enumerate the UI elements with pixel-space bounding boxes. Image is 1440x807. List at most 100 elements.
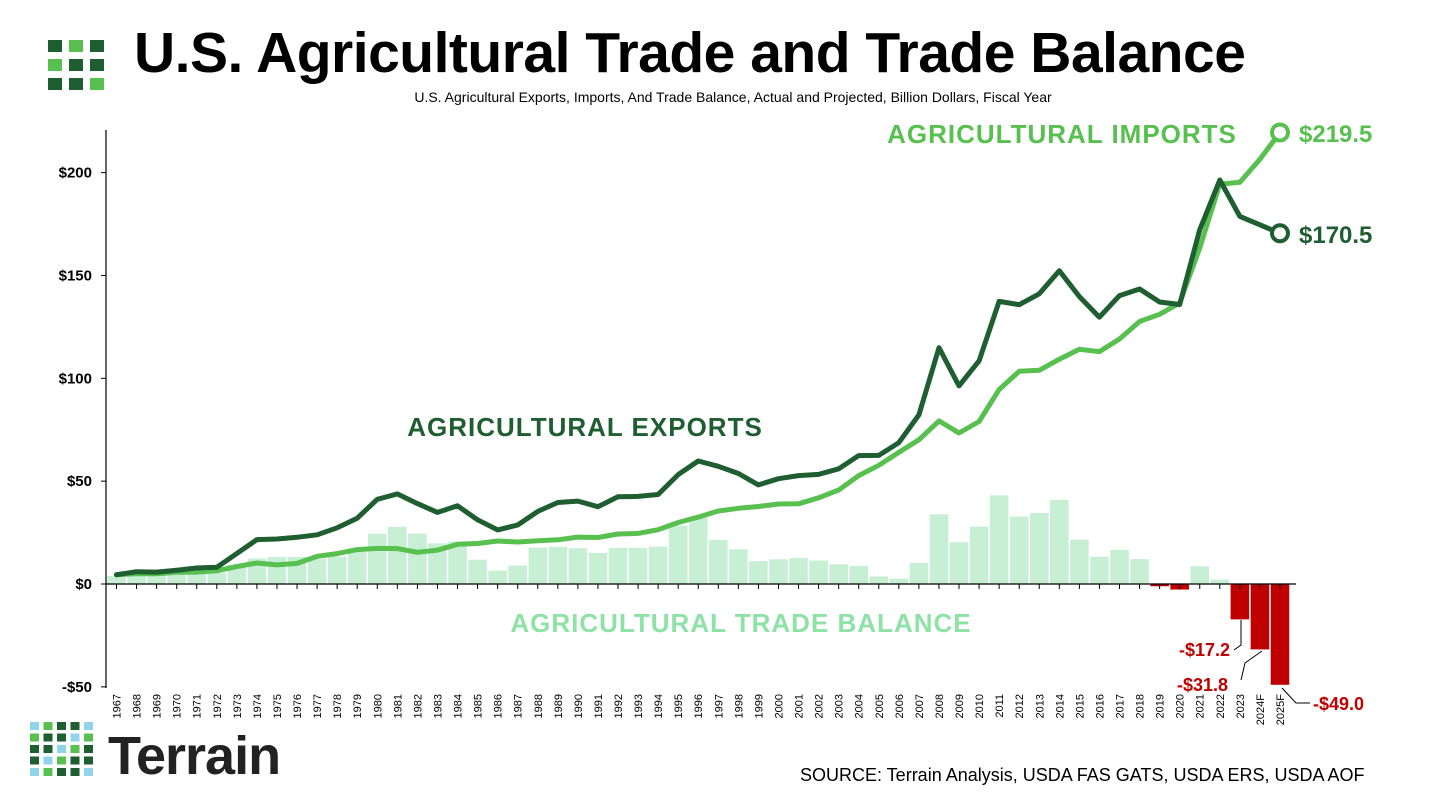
x-tick-label: 2020 [1175,694,1187,718]
x-tick-label: 2005 [874,694,886,718]
x-tick-label: 2011 [994,694,1006,718]
balance-bar-2025F [1270,584,1290,685]
logo-square [84,745,93,753]
logo-square [90,40,104,52]
logo-square [48,40,62,52]
x-tick-label: 2019 [1155,694,1167,718]
balance-bar-2002 [809,560,828,584]
logo-square [43,733,53,742]
logo-square [57,722,66,730]
balance-bar-1968 [127,575,146,584]
page-title: U.S. Agricultural Trade and Trade Balanc… [134,21,1246,85]
x-tick-label: 1970 [172,694,184,718]
balance-bar-2010 [969,526,989,584]
logo-square [84,756,93,765]
balance-bar-2009 [949,542,969,584]
balance-bar-2024F [1250,584,1270,650]
chart-axes [105,130,1296,688]
balance-bar-1983 [428,543,447,584]
logo-square [48,59,62,71]
balance-bar-1972 [207,572,227,584]
balance-bar-2007 [909,563,929,584]
x-tick-label: 1971 [192,694,204,718]
deficit-2025-leader [1281,687,1310,704]
logo-square [70,745,80,753]
balance-bar-1981 [388,526,407,584]
balance-bar-1997 [709,539,728,584]
balance-bar-1967 [107,575,126,584]
balance-bar-2004 [849,565,868,584]
deficit-2023-label: -$17.2 [1179,640,1230,660]
x-tick-label: 1981 [392,694,404,718]
balance-bar-2016 [1090,556,1109,584]
logo-square [69,78,83,90]
x-tick-label: 1994 [653,694,665,718]
x-tick-label: 1975 [272,694,284,718]
logo-square [84,733,93,742]
deficit-2024-leader [1240,650,1263,681]
balance-bar-2006 [889,578,909,584]
y-tick-label: $200 [59,165,92,182]
page-subtitle: U.S. Agricultural Exports, Imports, And … [414,89,1052,105]
logo-square [43,745,53,753]
balance-bar-1992 [608,548,628,584]
x-tick-label: 2025F [1275,694,1287,725]
x-tick-label: 2023 [1235,694,1247,718]
balance-bar-2003 [829,564,848,584]
x-tick-label: 1974 [252,694,264,718]
balance-bar-1984 [448,541,467,584]
balance-bar-1988 [528,547,548,584]
series-lines [114,122,1290,578]
logo-square [30,768,39,776]
balance-bar-2021 [1190,566,1210,584]
imports-line [114,130,1283,578]
x-tick-label: 1983 [433,694,445,718]
x-tick-label: 1991 [593,694,605,718]
balance-bar-1985 [468,559,487,584]
balance-bar-2005 [869,576,889,584]
x-tick-label: 2018 [1135,694,1147,718]
balance-bar-1982 [408,533,427,584]
exports-line [114,177,1283,578]
x-tick-label: 2007 [914,694,926,718]
x-tick-label: 2006 [894,694,906,718]
x-tick-label: 1985 [473,694,485,718]
logo-square [48,78,62,90]
x-tick-label: 1969 [152,694,164,718]
annotations: AGRICULTURAL IMPORTS AGRICULTURAL EXPORT… [407,119,1372,714]
brand-name: Terrain [108,726,281,786]
x-tick-label: 2003 [834,694,846,718]
balance-bar-2023 [1230,584,1250,620]
x-tick-label: 1998 [733,694,745,718]
x-tick-label: 1978 [332,694,344,718]
x-tick-label: 2016 [1094,694,1106,718]
logo-square [30,756,39,765]
balance-bar-1986 [488,570,507,584]
x-tick-label: 2000 [774,694,786,718]
y-tick-label: $50 [67,473,92,490]
balance-bar-1980 [368,533,387,584]
x-tick-label: 1977 [312,694,324,718]
x-tick-label: 1989 [553,694,565,718]
balance-series-label: AGRICULTURAL TRADE BALANCE [510,608,971,638]
balance-bar-1970 [167,574,186,584]
x-tick-label: 2009 [954,694,966,718]
balance-bar-1994 [648,546,668,584]
balance-bar-2011 [989,495,1009,584]
balance-bar-1979 [347,551,367,584]
exports-line-end-marker [1269,223,1290,244]
x-tick-label: 1996 [693,694,705,718]
balance-bar-1975 [267,557,287,584]
x-tick-label: 2004 [854,694,866,718]
x-tick-label: 2022 [1215,694,1227,718]
logo-square [57,745,66,753]
x-tick-label: 1988 [533,694,545,718]
logo-square [90,78,104,90]
x-ticks: 1967 1968 1969 1970 1971 1972 1973 1974 1975 1976… [112,584,1287,725]
logo-square [69,40,83,52]
balance-bar-2000 [769,559,788,584]
balance-bar-1998 [729,549,748,584]
deficit-2023-leader [1233,620,1242,651]
x-tick-label: 1967 [112,694,124,718]
